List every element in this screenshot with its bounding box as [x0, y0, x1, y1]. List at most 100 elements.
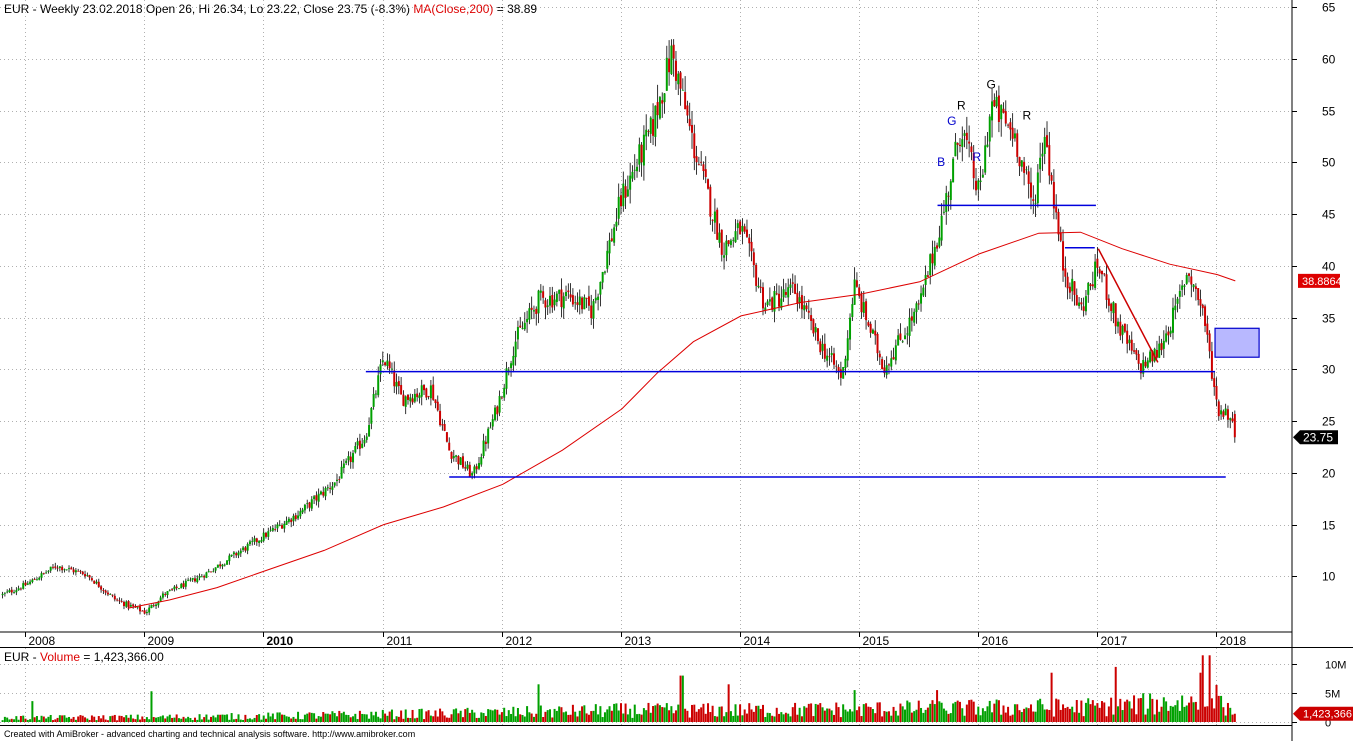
candle-body	[232, 552, 235, 555]
candle-body	[1160, 343, 1163, 351]
volume-bar	[1064, 708, 1067, 722]
candle-body	[38, 577, 41, 580]
candle-body	[1004, 111, 1007, 124]
volume-bar	[810, 703, 813, 722]
candle-body	[931, 253, 934, 264]
volume-bar	[1011, 714, 1014, 722]
volume-bar	[445, 717, 448, 722]
candle-body	[468, 464, 471, 477]
candle-body	[636, 166, 639, 172]
candle-body	[466, 464, 469, 469]
x-tick-label: 2015	[863, 634, 890, 648]
candle-body	[1155, 350, 1158, 358]
volume-bar	[835, 702, 838, 722]
volume-bar	[1197, 709, 1200, 722]
volume-bar	[292, 716, 295, 722]
candle-body	[702, 164, 705, 172]
volume-bar	[184, 718, 187, 722]
volume-bar	[762, 704, 765, 722]
candle-body	[1201, 304, 1204, 309]
candle-body	[1229, 418, 1232, 421]
volume-bar	[830, 710, 833, 722]
candle-body	[1231, 418, 1234, 422]
candle-body	[141, 610, 144, 612]
candle-body	[274, 529, 277, 530]
volume-bar	[155, 717, 158, 722]
candle-body	[558, 289, 561, 294]
candle-body	[1059, 232, 1062, 241]
volume-bar	[599, 706, 602, 722]
candle-body	[906, 333, 909, 335]
candle-body	[1000, 105, 1003, 120]
candle-body	[739, 221, 742, 235]
volume-bar	[356, 719, 359, 722]
volume-bar	[853, 690, 856, 722]
candle-body	[1121, 325, 1124, 335]
volume-bar	[1105, 716, 1108, 722]
candle-body	[537, 290, 540, 314]
volume-bar	[317, 716, 320, 722]
candle-body	[413, 393, 416, 402]
candle-body	[65, 569, 68, 571]
volume-bar	[619, 703, 622, 722]
candle-body	[423, 385, 426, 391]
volume-bar	[1149, 693, 1152, 722]
candle-body	[1135, 350, 1138, 355]
candle-body	[899, 333, 902, 340]
volume-bar	[1192, 702, 1195, 722]
volume-bar	[865, 703, 868, 722]
volume-bar	[1181, 695, 1184, 722]
candle-body	[755, 264, 758, 286]
candle-body	[828, 356, 831, 358]
candle-body	[450, 451, 453, 459]
volume-bar	[558, 706, 561, 722]
volume-bar	[436, 716, 439, 722]
candle-body	[317, 493, 320, 502]
volume-bar	[301, 719, 304, 722]
volume-bar	[507, 710, 510, 722]
candle-body	[363, 439, 366, 444]
candle-body	[954, 141, 957, 157]
candle-body	[1080, 302, 1083, 305]
candle-body	[668, 58, 671, 73]
candle-body	[619, 195, 622, 207]
volume-bar	[212, 715, 215, 722]
volume-bar	[1100, 701, 1103, 722]
candle-body	[406, 394, 409, 400]
volume-bar	[86, 718, 89, 722]
volume-bar	[118, 715, 121, 722]
candle-body	[484, 441, 487, 444]
candle-body	[258, 540, 261, 543]
volume-bar	[894, 710, 897, 722]
candle-body	[1, 593, 4, 596]
candle-body	[354, 445, 357, 453]
volume-bar	[168, 714, 171, 722]
volume-bar	[1059, 709, 1062, 722]
candle-body	[313, 496, 316, 500]
volume-bar	[679, 675, 682, 722]
volume-bar	[106, 720, 109, 722]
candle-body	[281, 525, 284, 529]
volume-bar	[418, 709, 421, 722]
volume-bar	[239, 719, 242, 722]
volume-bar	[56, 717, 59, 722]
volume-bar	[203, 717, 206, 722]
candle-body	[441, 424, 444, 426]
candle-body	[68, 568, 71, 569]
candle-body	[61, 566, 64, 571]
volume-bar	[766, 712, 769, 722]
volume-bar	[157, 717, 160, 722]
candle-body	[1167, 331, 1170, 336]
volume-bar	[471, 709, 474, 722]
volume-bar	[370, 711, 373, 722]
volume-bar	[771, 715, 774, 722]
volume-bar	[452, 709, 455, 722]
candle-body	[397, 381, 400, 387]
volume-bar	[1158, 711, 1161, 722]
candle-body	[938, 237, 941, 247]
candle-body	[17, 588, 20, 591]
candle-body	[1075, 295, 1078, 306]
volume-bar	[544, 711, 547, 722]
y-tick-label: 15	[1322, 519, 1336, 533]
candle-body	[894, 345, 897, 361]
